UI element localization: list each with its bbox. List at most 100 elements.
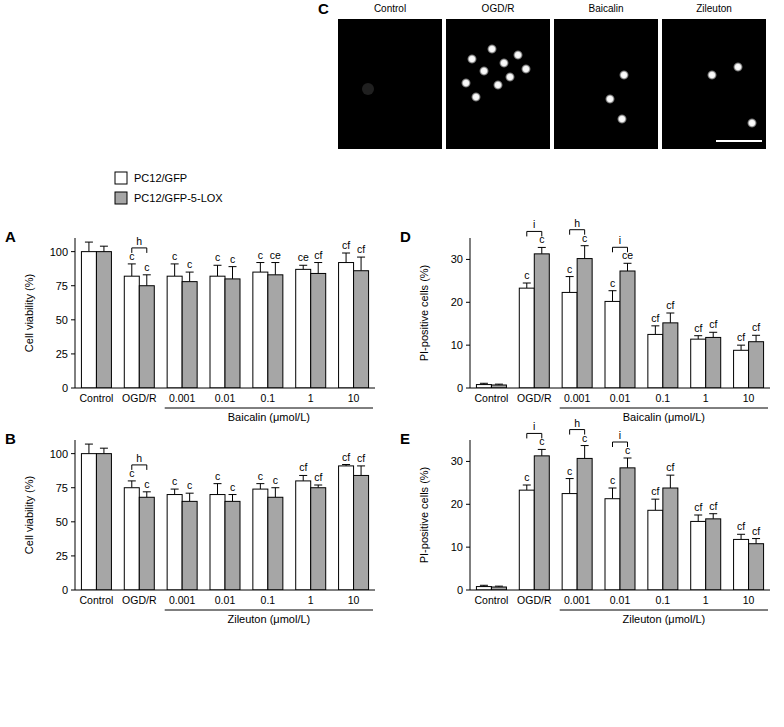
bar bbox=[81, 454, 96, 590]
y-tick bbox=[71, 453, 75, 454]
error-bar bbox=[584, 446, 585, 459]
y-axis bbox=[75, 238, 76, 388]
stained-cell bbox=[521, 64, 531, 74]
bar bbox=[354, 475, 369, 590]
error-cap bbox=[651, 499, 659, 500]
error-cap bbox=[100, 246, 108, 247]
bar bbox=[225, 279, 240, 388]
significance-letter: cf bbox=[357, 243, 365, 255]
x-tick-label: 1 bbox=[308, 392, 314, 404]
bar bbox=[706, 519, 721, 590]
error-bar bbox=[174, 264, 175, 276]
significance-letter: ce bbox=[270, 249, 281, 261]
bar bbox=[663, 323, 678, 388]
x-tick-label: Control bbox=[474, 392, 508, 404]
error-cap bbox=[85, 242, 93, 243]
comparison-bracket bbox=[132, 465, 147, 470]
error-bar bbox=[88, 242, 89, 252]
bar bbox=[96, 454, 111, 590]
error-cap bbox=[480, 585, 488, 586]
error-bar bbox=[541, 449, 542, 455]
error-cap bbox=[186, 272, 194, 273]
y-tick-label: 100 bbox=[50, 246, 68, 258]
bar bbox=[167, 276, 182, 388]
y-tick-label: 50 bbox=[56, 314, 68, 326]
significance-letter: cf bbox=[666, 299, 674, 311]
significance-letter: c bbox=[187, 479, 192, 491]
error-bar bbox=[361, 466, 362, 476]
error-bar bbox=[103, 448, 104, 453]
error-cap bbox=[299, 265, 307, 266]
error-cap bbox=[737, 534, 745, 535]
x-tick-label: 1 bbox=[703, 594, 709, 606]
legend-label: PC12/GFP bbox=[134, 172, 187, 184]
error-bar bbox=[713, 514, 714, 519]
bar bbox=[706, 337, 721, 388]
bar bbox=[691, 521, 706, 590]
error-bar bbox=[232, 267, 233, 279]
significance-letter: cf bbox=[342, 451, 350, 463]
significance-letter: cf bbox=[666, 461, 674, 473]
x-tick-label: 0.001 bbox=[169, 594, 195, 606]
panel-label: A bbox=[5, 228, 16, 245]
significance-letter: cf bbox=[314, 249, 322, 261]
error-cap bbox=[480, 383, 488, 384]
comparison-letter: h bbox=[136, 452, 142, 464]
y-tick bbox=[466, 590, 470, 591]
comparison-bracket bbox=[570, 430, 585, 435]
stained-cell bbox=[499, 58, 509, 68]
group-line bbox=[165, 610, 373, 611]
significance-letter: c bbox=[144, 478, 149, 490]
bar bbox=[268, 275, 283, 388]
x-tick-label: 0.01 bbox=[215, 392, 236, 404]
error-cap bbox=[171, 263, 179, 264]
error-bar bbox=[103, 246, 104, 251]
scale-bar bbox=[716, 140, 762, 142]
error-cap bbox=[299, 475, 307, 476]
y-axis bbox=[75, 440, 76, 590]
bar bbox=[749, 544, 764, 590]
significance-letter: cf bbox=[694, 322, 702, 334]
error-bar bbox=[756, 539, 757, 544]
x-tick-label: 0.1 bbox=[261, 594, 276, 606]
bar bbox=[210, 495, 225, 590]
y-tick-label: 100 bbox=[50, 448, 68, 460]
y-tick-label: 0 bbox=[62, 382, 68, 394]
bar bbox=[253, 272, 268, 388]
comparison-letter: i bbox=[533, 420, 535, 432]
x-tick-label: 10 bbox=[743, 392, 755, 404]
bars bbox=[476, 246, 763, 388]
image-label: Zileuton bbox=[696, 3, 732, 14]
bar bbox=[253, 489, 268, 590]
error-cap bbox=[709, 513, 717, 514]
error-cap bbox=[609, 290, 617, 291]
y-tick-label: 25 bbox=[56, 348, 68, 360]
x-axis bbox=[470, 590, 770, 591]
significance-letter: c bbox=[258, 470, 263, 482]
y-tick bbox=[71, 590, 75, 591]
x-tick-label: 0.01 bbox=[610, 392, 631, 404]
significance-letter: cf bbox=[299, 461, 307, 473]
y-tick-label: 20 bbox=[451, 296, 463, 308]
y-tick bbox=[71, 487, 75, 488]
bar bbox=[139, 497, 154, 590]
x-tick-label: OGD/R bbox=[122, 392, 157, 404]
significance-letter: cf bbox=[752, 321, 760, 333]
error-bar bbox=[361, 257, 362, 271]
error-bar bbox=[612, 488, 613, 499]
bar bbox=[620, 468, 635, 590]
error-bar bbox=[189, 493, 190, 501]
stained-cell bbox=[461, 78, 471, 88]
significance-letter: c bbox=[144, 261, 149, 273]
bar bbox=[210, 276, 225, 388]
error-bar bbox=[275, 488, 276, 498]
y-tick bbox=[466, 259, 470, 260]
bar bbox=[311, 488, 326, 590]
y-tick bbox=[466, 345, 470, 346]
bar bbox=[749, 342, 764, 388]
y-axis-label: Cell viability (%) bbox=[23, 274, 35, 352]
significance-letter: c bbox=[230, 481, 235, 493]
y-axis bbox=[470, 238, 471, 388]
significance-letter: c bbox=[567, 263, 572, 275]
x-axis-label: Zileuton (μmol/L) bbox=[622, 613, 705, 625]
